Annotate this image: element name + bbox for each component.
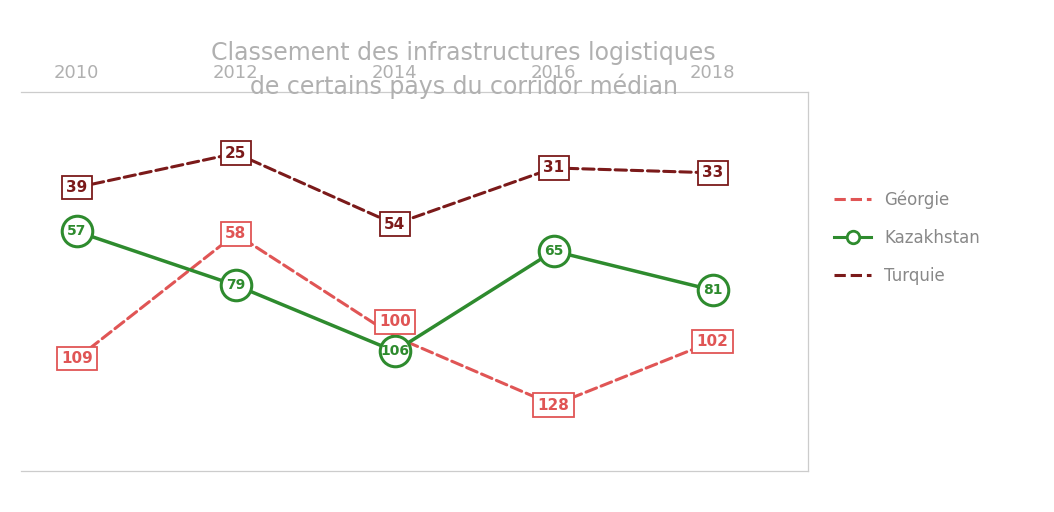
Text: 109: 109 bbox=[61, 351, 93, 366]
Text: 65: 65 bbox=[544, 244, 564, 258]
Text: 106: 106 bbox=[380, 344, 409, 358]
Text: Classement des infrastructures logistiques
de certains pays du corridor médian: Classement des infrastructures logistiqu… bbox=[212, 41, 716, 99]
Text: 25: 25 bbox=[225, 146, 247, 161]
Text: 128: 128 bbox=[538, 397, 569, 413]
Text: 100: 100 bbox=[378, 314, 411, 329]
Text: 57: 57 bbox=[67, 224, 86, 239]
Text: 39: 39 bbox=[66, 180, 87, 195]
Text: 33: 33 bbox=[702, 165, 723, 180]
Text: 81: 81 bbox=[703, 283, 722, 297]
Text: 54: 54 bbox=[384, 217, 406, 231]
Legend: Géorgie, Kazakhstan, Turquie: Géorgie, Kazakhstan, Turquie bbox=[827, 184, 987, 292]
Text: 79: 79 bbox=[227, 278, 246, 292]
Text: 31: 31 bbox=[543, 160, 564, 176]
Text: 58: 58 bbox=[226, 226, 247, 242]
Text: 102: 102 bbox=[697, 334, 728, 349]
